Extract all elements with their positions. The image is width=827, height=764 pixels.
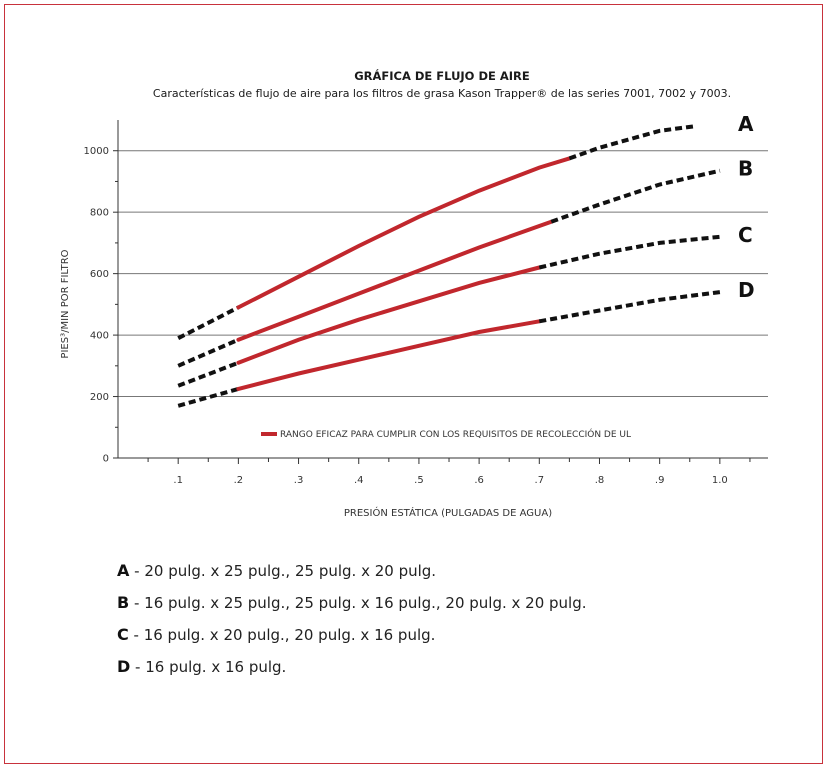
- series-b-dashed-start: [177, 337, 240, 368]
- series-a-dashed-end: [568, 124, 697, 161]
- series-d-dashed-start: [177, 386, 239, 408]
- x-tick-label: .2: [234, 475, 244, 486]
- legend-text: RANGO EFICAZ PARA CUMPLIR CON LOS REQUIS…: [280, 428, 631, 440]
- y-tick-label: 400: [90, 331, 109, 342]
- x-tick-label: .7: [535, 475, 545, 486]
- y-tick-label: 0: [103, 454, 109, 465]
- series-b-effective-range: [236, 219, 554, 342]
- size-note-text: - 16 pulg. x 25 pulg., 25 pulg. x 16 pul…: [129, 594, 587, 612]
- series-a-label: A: [738, 112, 754, 136]
- series-a-effective-range: [236, 156, 572, 310]
- series-b-dashed-end: [550, 168, 721, 224]
- axes: 0 200 400 600 800 1000 .1 .2 .3 .4 .5 .6 .7 .8 .9 1.0: [84, 120, 768, 486]
- size-note-d: D - 16 pulg. x 16 pulg.: [117, 654, 587, 686]
- series-c-dashed-start: [177, 360, 240, 388]
- x-tick-label: 1.0: [712, 475, 728, 486]
- series-d-dashed-end: [538, 290, 721, 324]
- x-tick-label: .5: [414, 475, 424, 486]
- series-d-label: D: [738, 278, 755, 302]
- size-legend: A - 20 pulg. x 25 pulg., 25 pulg. x 20 p…: [117, 558, 587, 686]
- series-labels: AB C D: [738, 112, 755, 302]
- size-note-c: C - 16 pulg. x 20 pulg., 20 pulg. x 16 p…: [117, 622, 587, 654]
- series-a-dashed-start: [177, 305, 240, 340]
- legend: RANGO EFICAZ PARA CUMPLIR CON LOS REQUIS…: [261, 428, 631, 440]
- size-note-key: D: [117, 657, 131, 676]
- series-c-effective-range: [236, 265, 542, 365]
- x-tick-label: .8: [595, 475, 605, 486]
- size-note-a: A - 20 pulg. x 25 pulg., 25 pulg. x 20 p…: [117, 558, 587, 590]
- size-note-key: A: [117, 561, 130, 580]
- size-note-key: B: [117, 593, 130, 612]
- x-tick-label: .1: [173, 475, 183, 486]
- series-c-label: C: [738, 223, 753, 247]
- series-d-effective-range: [236, 319, 542, 391]
- y-tick-label: 600: [90, 269, 109, 280]
- series-c-dashed-end: [538, 234, 721, 270]
- x-axis-label: PRESIÓN ESTÁTICA (PULGADAS DE AGUA): [344, 506, 552, 519]
- series-b-label: B: [738, 157, 753, 181]
- size-note-b: B - 16 pulg. x 25 pulg., 25 pulg. x 16 p…: [117, 590, 587, 622]
- y-tick-label: 800: [90, 208, 109, 219]
- x-tick-label: .4: [354, 475, 364, 486]
- size-note-key: C: [117, 625, 129, 644]
- size-note-text: - 16 pulg. x 20 pulg., 20 pulg. x 16 pul…: [128, 626, 436, 644]
- chart-title: GRÁFICA DE FLUJO DE AIRE: [354, 68, 530, 83]
- y-tick-label: 200: [90, 392, 109, 403]
- x-tick-label: .3: [294, 475, 304, 486]
- size-note-text: - 20 pulg. x 25 pulg., 25 pulg. x 20 pul…: [129, 562, 437, 580]
- grid: [118, 150, 768, 398]
- size-note-text: - 16 pulg. x 16 pulg.: [130, 658, 287, 676]
- y-tick-label: 1000: [84, 146, 109, 157]
- x-tick-label: .9: [655, 475, 665, 486]
- series-lines: [177, 124, 721, 408]
- x-tick-label: .6: [474, 475, 484, 486]
- y-axis-label: PIES³/MIN POR FILTRO: [60, 249, 71, 358]
- airflow-chart: GRÁFICA DE FLUJO DE AIRE Características…: [60, 68, 768, 519]
- chart-subtitle: Características de flujo de aire para lo…: [153, 87, 731, 100]
